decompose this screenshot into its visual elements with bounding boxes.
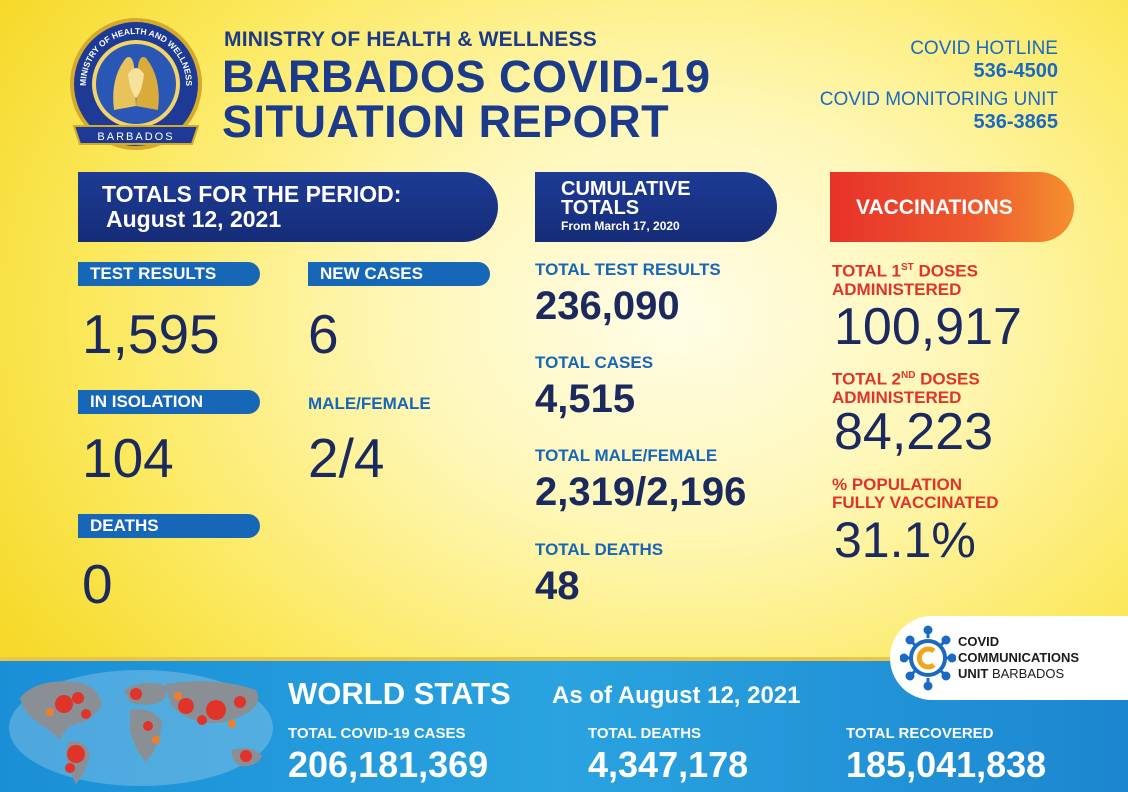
hotline-number: 536-4500 — [973, 60, 1058, 82]
period-heading: TOTALS FOR THE PERIOD: — [102, 181, 402, 207]
hotline-label: COVID HOTLINE — [910, 38, 1058, 59]
period-date: August 12, 2021 — [106, 206, 282, 232]
cum-deaths-value: 48 — [535, 564, 580, 608]
cum-deaths-label: TOTAL DEATHS — [535, 540, 664, 559]
first-doses-label-c: ADMINISTERED — [832, 279, 962, 299]
report-title: BARBADOS COVID-19 SITUATION REPORT — [222, 54, 711, 144]
male-female-label: MALE/FEMALE — [308, 394, 431, 413]
report-title-line2: SITUATION REPORT — [222, 96, 670, 147]
world-recovered-value: 185,041,838 — [846, 744, 1047, 785]
ministry-logo: MINISTRY OF HEALTH AND WELLNESS BARBADOS — [70, 18, 202, 150]
first-doses-label-b: DOSES — [913, 261, 978, 281]
test-results-pill: TEST RESULTS — [78, 262, 260, 286]
hotline-block: COVID HOTLINE 536-4500 COVID MONITORING … — [820, 38, 1058, 133]
world-map-icon — [9, 670, 273, 786]
cumulative-heading-1: CUMULATIVE — [561, 178, 691, 200]
first-doses-label: TOTAL 1ST DOSES ADMINISTERED — [832, 259, 978, 299]
cum-test-results-label: TOTAL TEST RESULTS — [535, 260, 721, 279]
monitoring-label: COVID MONITORING UNIT — [819, 89, 1058, 110]
world-deaths-label: TOTAL DEATHS — [588, 725, 702, 742]
deaths-value: 0 — [82, 553, 113, 615]
isolation-value: 104 — [82, 427, 174, 489]
test-results-value: 1,595 — [82, 303, 220, 365]
world-cases-value: 206,181,369 — [288, 744, 489, 785]
world-stats-date: As of August 12, 2021 — [552, 682, 801, 709]
world-deaths-value: 4,347,178 — [588, 744, 749, 785]
first-doses-label-a: TOTAL 1 — [832, 261, 901, 281]
ccu-text: COVID COMMUNICATIONS UNIT BARBADOS — [958, 634, 1079, 682]
cum-test-results-value: 236,090 — [535, 284, 680, 328]
ccu-line2: COMMUNICATIONS — [958, 650, 1080, 665]
second-doses-sup: ND — [900, 370, 916, 381]
vaccinations-banner: VACCINATIONS — [830, 172, 1074, 242]
pct-vaccinated-label-a: % POPULATION — [832, 475, 963, 494]
cumulative-banner: CUMULATIVE TOTALS From March 17, 2020 — [535, 172, 777, 242]
first-doses-sup: ST — [900, 262, 914, 273]
logo-text-bottom: BARBADOS — [97, 131, 174, 143]
cum-cases-label: TOTAL CASES — [535, 353, 654, 372]
report-title-line1: BARBADOS COVID-19 — [222, 51, 711, 102]
pct-vaccinated-label: % POPULATION FULLY VACCINATED — [832, 476, 999, 512]
ccu-line3-suffix: BARBADOS — [988, 666, 1065, 681]
cum-male-female-value: 2,319/2,196 — [535, 470, 747, 514]
isolation-pill: IN ISOLATION — [78, 390, 260, 414]
second-doses-label-b: DOSES — [915, 369, 980, 389]
ccu-line3: UNIT — [958, 666, 989, 681]
pct-vaccinated-value: 31.1% — [834, 512, 976, 568]
new-cases-value: 6 — [308, 303, 339, 365]
period-banner: TOTALS FOR THE PERIOD: August 12, 2021 — [78, 172, 498, 242]
ministry-name: MINISTRY OF HEALTH & WELLNESS — [224, 28, 597, 51]
cum-male-female-label: TOTAL MALE/FEMALE — [535, 446, 718, 465]
monitoring-number: 536-3865 — [973, 111, 1058, 133]
cumulative-since: From March 17, 2020 — [561, 219, 680, 233]
new-cases-pill: NEW CASES — [308, 262, 490, 286]
world-stats-title: WORLD STATS — [288, 676, 511, 711]
second-doses-label-a: TOTAL 2 — [832, 369, 901, 389]
world-recovered-label: TOTAL RECOVERED — [846, 725, 994, 742]
male-female-value: 2/4 — [308, 427, 385, 489]
second-doses-label-c: ADMINISTERED — [832, 387, 962, 407]
virus-logo-icon — [900, 625, 956, 691]
first-doses-value: 100,917 — [834, 298, 1022, 356]
cumulative-heading-2: TOTALS — [561, 197, 640, 219]
deaths-pill: DEATHS — [78, 514, 260, 538]
second-doses-label: TOTAL 2ND DOSES ADMINISTERED — [832, 367, 980, 407]
ccu-line1: COVID — [958, 634, 1000, 649]
second-doses-value: 84,223 — [834, 403, 994, 461]
cum-cases-value: 4,515 — [535, 377, 636, 421]
world-cases-label: TOTAL COVID-19 CASES — [288, 725, 466, 742]
pct-vaccinated-label-b: FULLY VACCINATED — [832, 493, 999, 512]
